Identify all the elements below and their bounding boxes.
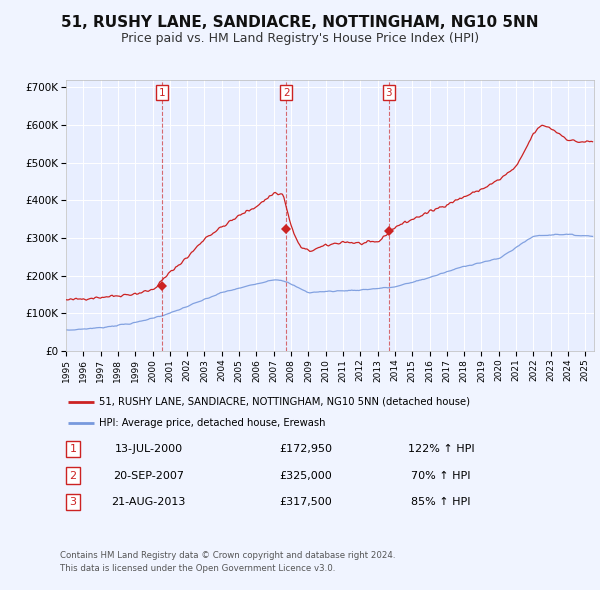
Text: 51, RUSHY LANE, SANDIACRE, NOTTINGHAM, NG10 5NN (detached house): 51, RUSHY LANE, SANDIACRE, NOTTINGHAM, N… — [99, 397, 470, 407]
Text: 2: 2 — [70, 471, 77, 480]
Text: 1: 1 — [70, 444, 77, 454]
Text: This data is licensed under the Open Government Licence v3.0.: This data is licensed under the Open Gov… — [60, 565, 335, 573]
Text: 21-AUG-2013: 21-AUG-2013 — [112, 497, 186, 507]
Text: 70% ↑ HPI: 70% ↑ HPI — [412, 471, 471, 480]
Text: Contains HM Land Registry data © Crown copyright and database right 2024.: Contains HM Land Registry data © Crown c… — [60, 552, 395, 560]
Text: 51, RUSHY LANE, SANDIACRE, NOTTINGHAM, NG10 5NN: 51, RUSHY LANE, SANDIACRE, NOTTINGHAM, N… — [61, 15, 539, 30]
Text: 3: 3 — [70, 497, 77, 507]
Text: Price paid vs. HM Land Registry's House Price Index (HPI): Price paid vs. HM Land Registry's House … — [121, 32, 479, 45]
Text: 85% ↑ HPI: 85% ↑ HPI — [412, 497, 471, 507]
Text: £325,000: £325,000 — [279, 471, 332, 480]
Text: £317,500: £317,500 — [279, 497, 332, 507]
Text: 3: 3 — [385, 88, 392, 98]
Text: 122% ↑ HPI: 122% ↑ HPI — [408, 444, 475, 454]
Text: £172,950: £172,950 — [279, 444, 332, 454]
Text: 20-SEP-2007: 20-SEP-2007 — [113, 471, 184, 480]
Text: 13-JUL-2000: 13-JUL-2000 — [115, 444, 183, 454]
Text: 2: 2 — [283, 88, 290, 98]
Text: HPI: Average price, detached house, Erewash: HPI: Average price, detached house, Erew… — [99, 418, 326, 428]
Text: 1: 1 — [158, 88, 165, 98]
